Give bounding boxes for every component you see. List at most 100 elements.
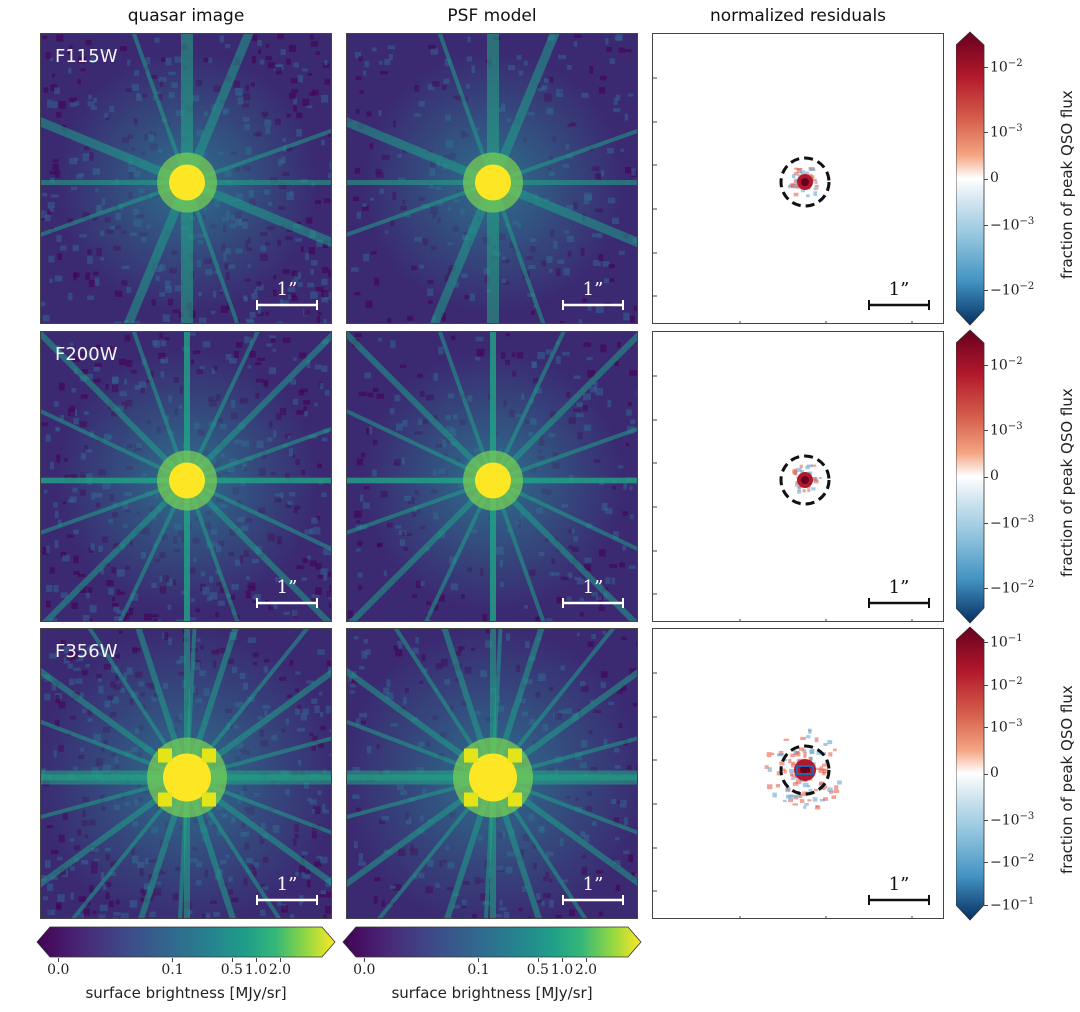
- noise-pixel: [605, 577, 611, 584]
- noise-pixel: [318, 692, 323, 696]
- noise-pixel: [367, 392, 374, 398]
- noise-pixel: [629, 370, 637, 376]
- residual-pixel: [776, 753, 783, 757]
- colorbar-tick: [561, 958, 563, 962]
- noise-pixel: [555, 356, 561, 364]
- colorbar-tick: [984, 588, 988, 590]
- noise-pixel: [49, 207, 54, 212]
- residual-pixel: [822, 772, 826, 776]
- noise-pixel: [600, 344, 607, 353]
- noise-pixel: [387, 317, 392, 323]
- noise-pixel: [368, 426, 373, 435]
- noise-pixel: [310, 260, 318, 266]
- noise-pixel: [353, 841, 358, 849]
- colorbar-tick-label: 0.5: [220, 962, 243, 978]
- noise-pixel: [269, 335, 276, 339]
- noise-pixel: [623, 850, 630, 855]
- noise-pixel: [323, 573, 328, 581]
- noise-pixel: [323, 548, 331, 556]
- noise-pixel: [73, 272, 80, 278]
- panel-image: [41, 34, 331, 323]
- noise-pixel: [71, 602, 78, 609]
- colorbar-tick-label: −10−1: [990, 896, 1035, 914]
- noise-pixel: [162, 314, 170, 323]
- noise-pixel: [381, 900, 385, 907]
- noise-pixel: [320, 568, 328, 575]
- residual-pixel: [805, 171, 810, 175]
- noise-pixel: [331, 723, 332, 726]
- noise-pixel: [277, 34, 284, 40]
- noise-pixel: [51, 101, 58, 109]
- diffraction-spike: [185, 479, 240, 621]
- noise-pixel: [54, 540, 59, 549]
- diffraction-spike: [131, 34, 189, 184]
- noise-pixel: [56, 904, 61, 908]
- noise-pixel: [74, 101, 80, 106]
- noise-pixel: [598, 87, 606, 94]
- residual-pixel: [812, 178, 817, 182]
- diffraction-spike: [490, 478, 637, 621]
- residual-pixel: [814, 184, 819, 188]
- diffraction-spike: [186, 427, 331, 483]
- noise-pixel: [380, 71, 388, 75]
- noise-pixel: [628, 854, 634, 863]
- noise-pixel: [370, 250, 377, 255]
- noise-pixel: [202, 341, 211, 348]
- noise-pixel: [573, 34, 582, 38]
- residual-pixel: [818, 768, 825, 773]
- noise-pixel: [566, 65, 572, 70]
- noise-pixel: [412, 594, 418, 598]
- noise-pixel: [234, 350, 239, 359]
- noise-pixel: [613, 860, 621, 867]
- noise-pixel: [353, 635, 359, 640]
- noise-pixel: [619, 562, 625, 568]
- noise-pixel: [292, 398, 299, 405]
- noise-pixel: [78, 913, 84, 918]
- diffraction-spike: [184, 332, 331, 483]
- noise-pixel: [357, 572, 363, 578]
- noise-pixel: [49, 170, 56, 175]
- colorbar-tick-label: 2.0: [268, 962, 292, 978]
- noise-pixel: [625, 442, 630, 447]
- noise-pixel: [387, 45, 396, 50]
- noise-pixel: [604, 278, 609, 284]
- noise-pixel: [59, 382, 65, 391]
- noise-pixel: [591, 633, 596, 640]
- diffraction-spike: [492, 129, 637, 185]
- noise-pixel: [47, 909, 56, 916]
- noise-pixel: [635, 642, 637, 647]
- noise-pixel: [602, 261, 610, 267]
- residual-pixel: [834, 785, 839, 790]
- noise-pixel: [303, 400, 311, 405]
- noise-pixel: [293, 270, 298, 277]
- residual-pixel: [795, 483, 799, 487]
- noise-pixel: [320, 856, 328, 864]
- noise-pixel: [475, 336, 484, 342]
- noise-pixel: [617, 322, 624, 323]
- noise-pixel: [288, 294, 292, 299]
- noise-pixel: [353, 510, 362, 519]
- noise-pixel: [556, 596, 562, 604]
- residual-pixel: [793, 471, 797, 476]
- noise-pixel: [317, 463, 323, 469]
- panel-image: [41, 629, 332, 918]
- noise-pixel: [587, 641, 594, 648]
- colorbar-tick-label: −10−2: [990, 853, 1035, 871]
- noise-pixel: [280, 49, 286, 56]
- core-lobe: [158, 792, 172, 807]
- noise-pixel: [307, 282, 315, 288]
- noise-pixel: [41, 192, 48, 197]
- diffraction-spike: [347, 180, 494, 237]
- noise-pixel: [562, 351, 570, 356]
- residual-pixel: [770, 752, 775, 756]
- noise-pixel: [306, 360, 311, 369]
- residual-pixel: [802, 489, 806, 493]
- noise-pixel: [290, 78, 299, 84]
- noise-pixel: [359, 89, 365, 94]
- residual-pixel: [767, 767, 772, 772]
- noise-pixel: [85, 272, 91, 280]
- noise-pixel: [316, 239, 324, 247]
- colorbar-tick-label: 10−3: [990, 421, 1023, 440]
- noise-pixel: [282, 269, 290, 275]
- noise-pixel: [357, 540, 363, 546]
